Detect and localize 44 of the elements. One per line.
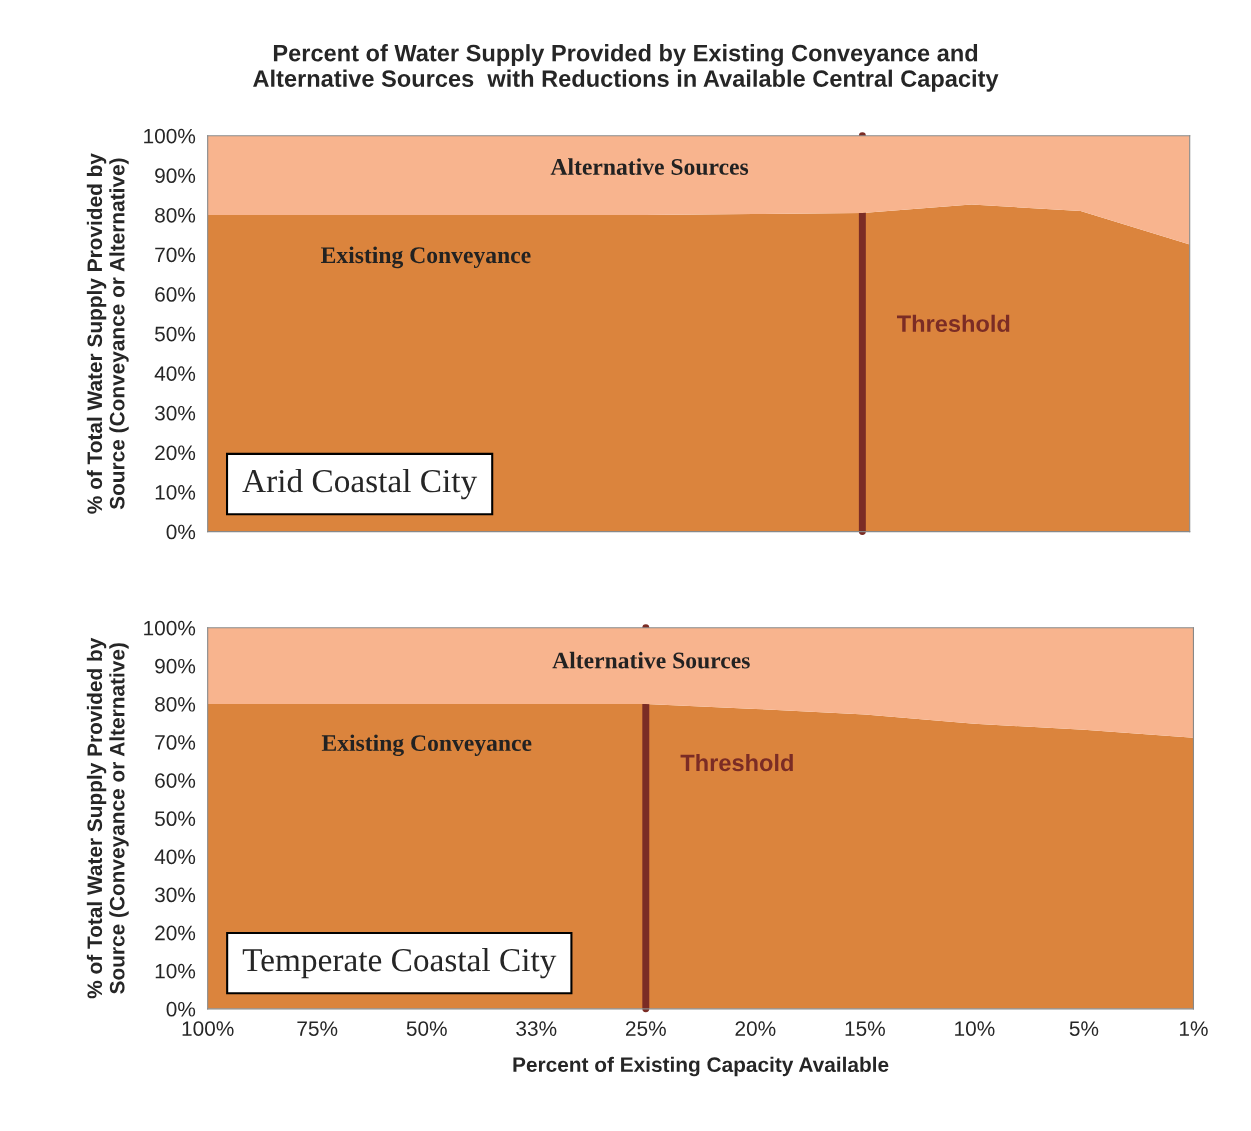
y-tick-label: 90% [155,168,196,184]
annotation: Temperate Coastal City [242,947,557,979]
y-tick-label: 0% [166,524,196,540]
y-tick-label: 80% [155,696,196,712]
y-tick-label: 0% [166,1001,196,1017]
x-tick-label: 5% [1069,1021,1099,1036]
y-tick-label: 10% [155,484,196,500]
y-tick-label: 80% [155,207,196,223]
y-tick-label: 100% [144,128,196,144]
y-tick-label: 20% [155,925,196,941]
y-tick-label: 20% [155,445,196,461]
x-tick-label: 75% [297,1021,338,1036]
x-tick-label: 100% [182,1021,234,1036]
y-tick-label: 30% [154,405,196,421]
x-tick-label: 15% [845,1021,885,1036]
x-tick-label: 20% [735,1021,776,1036]
y-tick-label: 60% [155,773,196,788]
annotation: Arid Coastal City [242,468,478,500]
y-tick-label: 50% [155,326,196,342]
series-label: Existing Conveyance [321,734,532,757]
y-tick-label: 40% [154,849,196,865]
y-tick-label: 50% [155,811,196,827]
series-label: Alternative Sources [552,651,750,669]
y-tick-label: 70% [155,735,196,750]
series-label: Alternative Sources [550,158,749,175]
x-axis-title: Percent of Existing Capacity Available [513,1056,889,1077]
y-tick-label: 40% [154,366,196,381]
x-tick-label: 50% [406,1021,447,1036]
ref-line-label: Threshold [896,314,1010,333]
chart-title: Percent of Water Supply Provided by Existing Conveyance and Alternative Sources with Reductions in Available Central Capacity [253,44,999,92]
x-tick-label: 1% [1179,1021,1208,1036]
y-tick-label: 100% [144,620,196,636]
series-label: Existing Conveyance [321,246,531,269]
y-tick-label: 70% [155,247,196,263]
y-tick-label: 60% [155,287,196,302]
x-tick-label: 10% [955,1021,995,1036]
x-tick-label: 25% [625,1021,666,1036]
y-axis-title: % of Total Water Supply Provided by Source (Conveyance or Alternative) [86,637,129,999]
y-tick-label: 90% [155,658,196,674]
ref-line-label: Threshold [680,753,793,772]
y-axis-title: % of Total Water Supply Provided by Source (Conveyance or Alternative) [86,153,129,514]
y-tick-label: 10% [155,963,196,979]
y-tick-label: 30% [154,887,196,903]
x-tick-label: 33% [516,1021,557,1036]
